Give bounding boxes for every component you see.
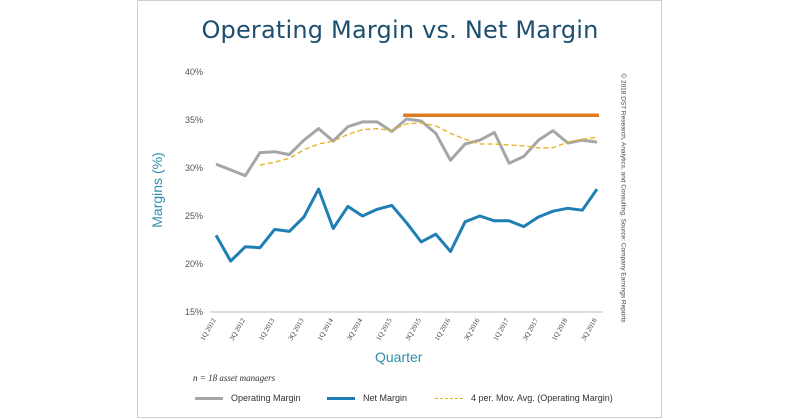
x-tick-label: 3Q 2016 [462,317,481,342]
x-tick-label: 1Q 2012 [199,317,218,342]
y-tick-label: 40% [185,67,203,77]
x-tick-label: 1Q 2015 [374,317,393,342]
x-tick-label: 3Q 2017 [521,317,540,342]
x-tick-label: 3Q 2015 [404,317,423,342]
x-axis-label: Quarter [375,349,423,365]
y-tick-labels: 15% 20% 25% 30% 35% 40% [185,67,203,317]
chart-title: Operating Margin vs. Net Margin [201,16,599,44]
x-tick-labels: 1Q 2012 3Q 2012 1Q 2013 3Q 2013 1Q 2014 3Q 20… [199,317,599,342]
series-lines [214,113,599,263]
x-tick-label: 3Q 2012 [228,317,247,342]
legend-item-operating-margin: Operating Margin [195,390,301,406]
x-tick-label: 1Q 2013 [257,317,276,342]
legend-swatch-net-margin [327,396,355,400]
y-tick-label: 35% [185,115,203,125]
legend: Operating Margin Net Margin 4 per. Mov. … [195,390,645,406]
y-tick-label: 15% [185,307,203,317]
sample-note: n = 18 asset managers [193,373,276,383]
legend-item-moving-average: 4 per. Mov. Avg. (Operating Margin) [435,390,613,406]
y-tick-label: 25% [185,211,203,221]
x-tick-label: 1Q 2017 [492,317,511,342]
legend-swatch-operating-margin [195,396,223,400]
legend-swatch-moving-average [435,397,463,399]
legend-item-net-margin: Net Margin [327,390,407,406]
x-tick-label: 1Q 2016 [433,317,452,342]
moving-average-line [259,122,598,166]
legend-label-moving-average: 4 per. Mov. Avg. (Operating Margin) [471,393,613,403]
legend-label-net-margin: Net Margin [363,393,408,403]
y-tick-label: 30% [185,163,203,173]
x-tick-label: 1Q 2018 [550,317,569,342]
legend-label-operating-margin: Operating Margin [231,393,301,403]
net-margin-line [214,187,599,263]
operating-margin-line [215,117,598,178]
x-tick-label: 3Q 2013 [287,317,306,342]
x-tick-label: 3Q 2014 [345,317,364,342]
y-tick-label: 20% [185,259,203,269]
x-tick-label: 3Q 2018 [580,317,599,342]
x-tick-label: 1Q 2014 [316,317,335,342]
